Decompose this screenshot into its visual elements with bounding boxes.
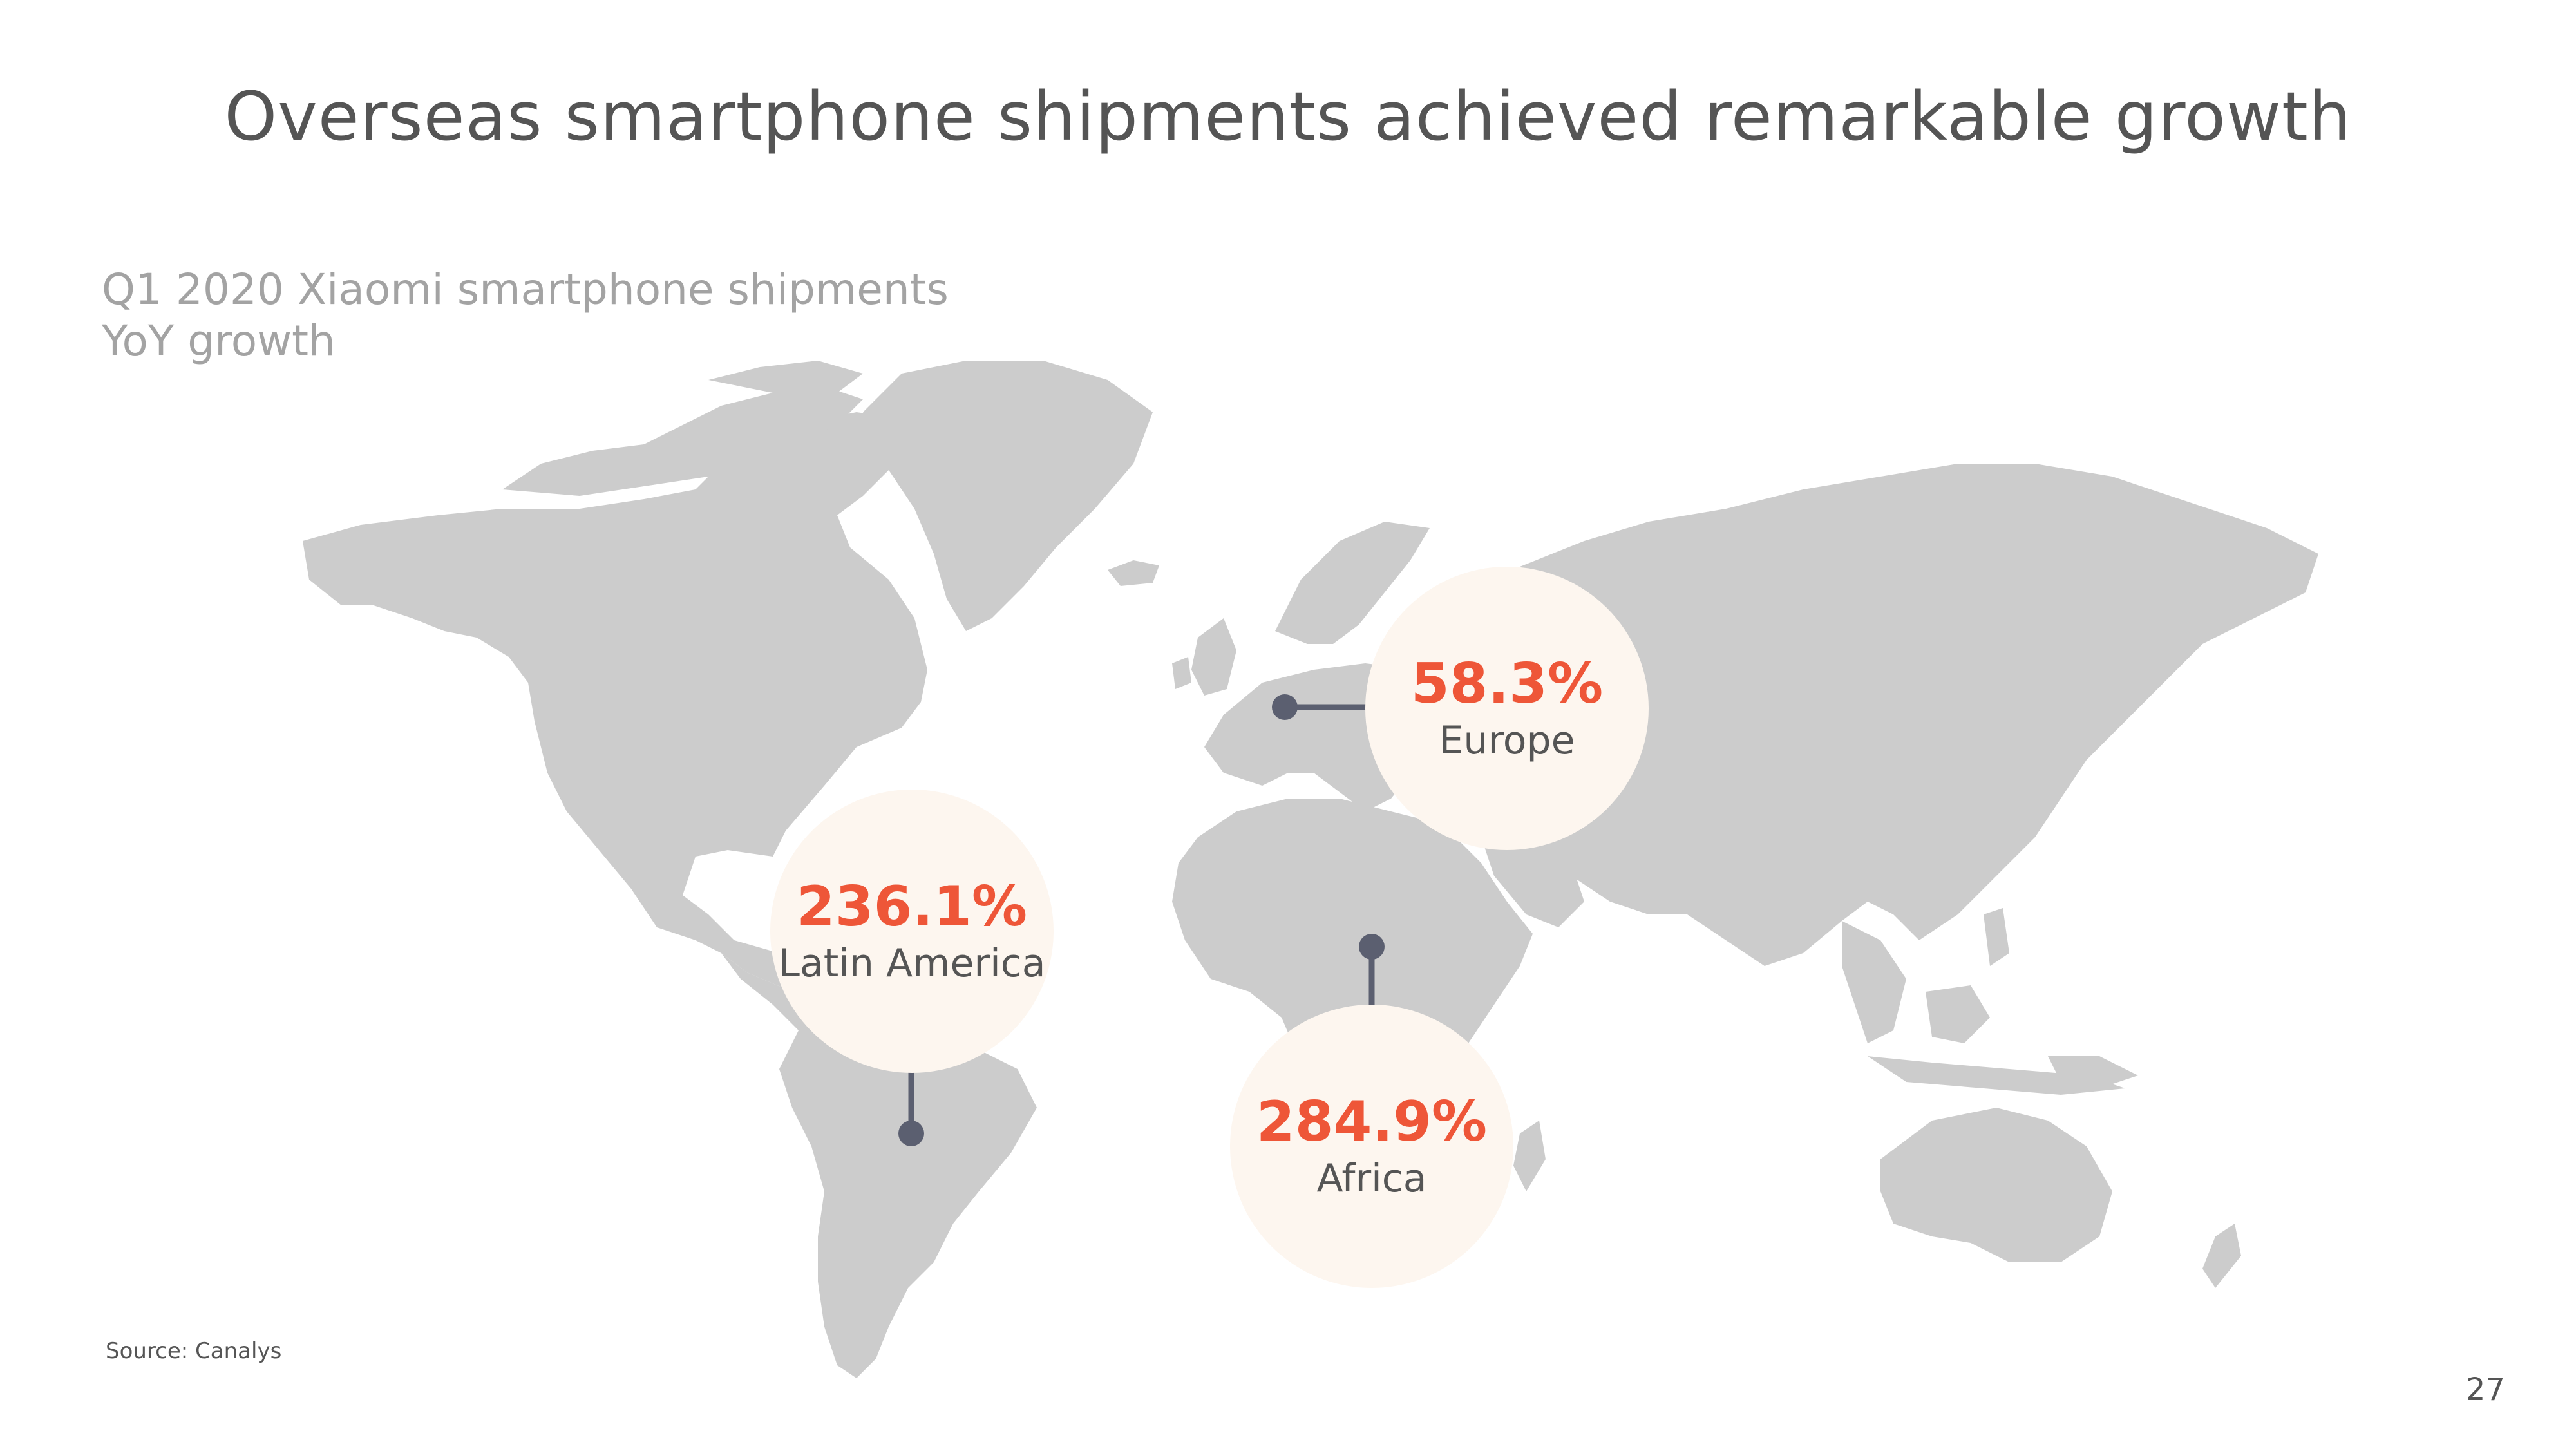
connectors [898, 694, 1385, 1146]
ireland [1172, 657, 1191, 689]
asia-landmass [1417, 464, 2318, 966]
north-america-landmass [303, 412, 927, 992]
madagascar [1513, 1121, 1546, 1191]
africa-callout: 284.9% Africa [1230, 1005, 1513, 1288]
subtitle-line-2: YoY growth [102, 316, 336, 366]
australia [1880, 1108, 2112, 1262]
europe-growth-value: 58.3% [1410, 652, 1604, 716]
iceland [1108, 560, 1159, 586]
arctic-islands [502, 386, 863, 496]
arabian-peninsula [1481, 837, 1584, 927]
africa-label: Africa [1316, 1156, 1427, 1201]
scandinavia [1275, 522, 1430, 644]
latin-america-callout: 236.1% Latin America [770, 790, 1054, 1073]
south-america-landmass [779, 1005, 1037, 1378]
new-guinea [2048, 1056, 2138, 1088]
europe-connector-dot [1272, 694, 1298, 720]
central-america [721, 953, 811, 1030]
africa-growth-value: 284.9% [1256, 1090, 1488, 1154]
philippines [1984, 908, 2009, 966]
page-number: 27 [2465, 1372, 2505, 1408]
source-note: Source: Canalys [106, 1338, 282, 1364]
latin-america-growth-value: 236.1% [796, 875, 1028, 939]
subtitle-line-1: Q1 2020 Xiaomi smartphone shipments [102, 265, 949, 314]
europe-label: Europe [1439, 718, 1575, 763]
indochina [1842, 921, 1906, 1043]
europe-callout: 58.3% Europe [1365, 567, 1649, 850]
chart-subtitle: Q1 2020 Xiaomi smartphone shipments YoY … [102, 264, 949, 367]
arctic-island-north [708, 361, 863, 393]
new-zealand [2202, 1224, 2241, 1288]
land-masses [303, 361, 2318, 1378]
africa-connector-dot [1359, 934, 1385, 960]
latin-america-label: Latin America [778, 941, 1046, 986]
japan [2022, 708, 2087, 811]
greenland [863, 361, 1153, 631]
latin-america-connector-dot [898, 1121, 924, 1146]
slide-title: Overseas smartphone shipments achieved r… [224, 77, 2352, 156]
indonesia-islands [1868, 1056, 2125, 1095]
british-isles [1191, 618, 1236, 696]
borneo [1926, 985, 1990, 1043]
